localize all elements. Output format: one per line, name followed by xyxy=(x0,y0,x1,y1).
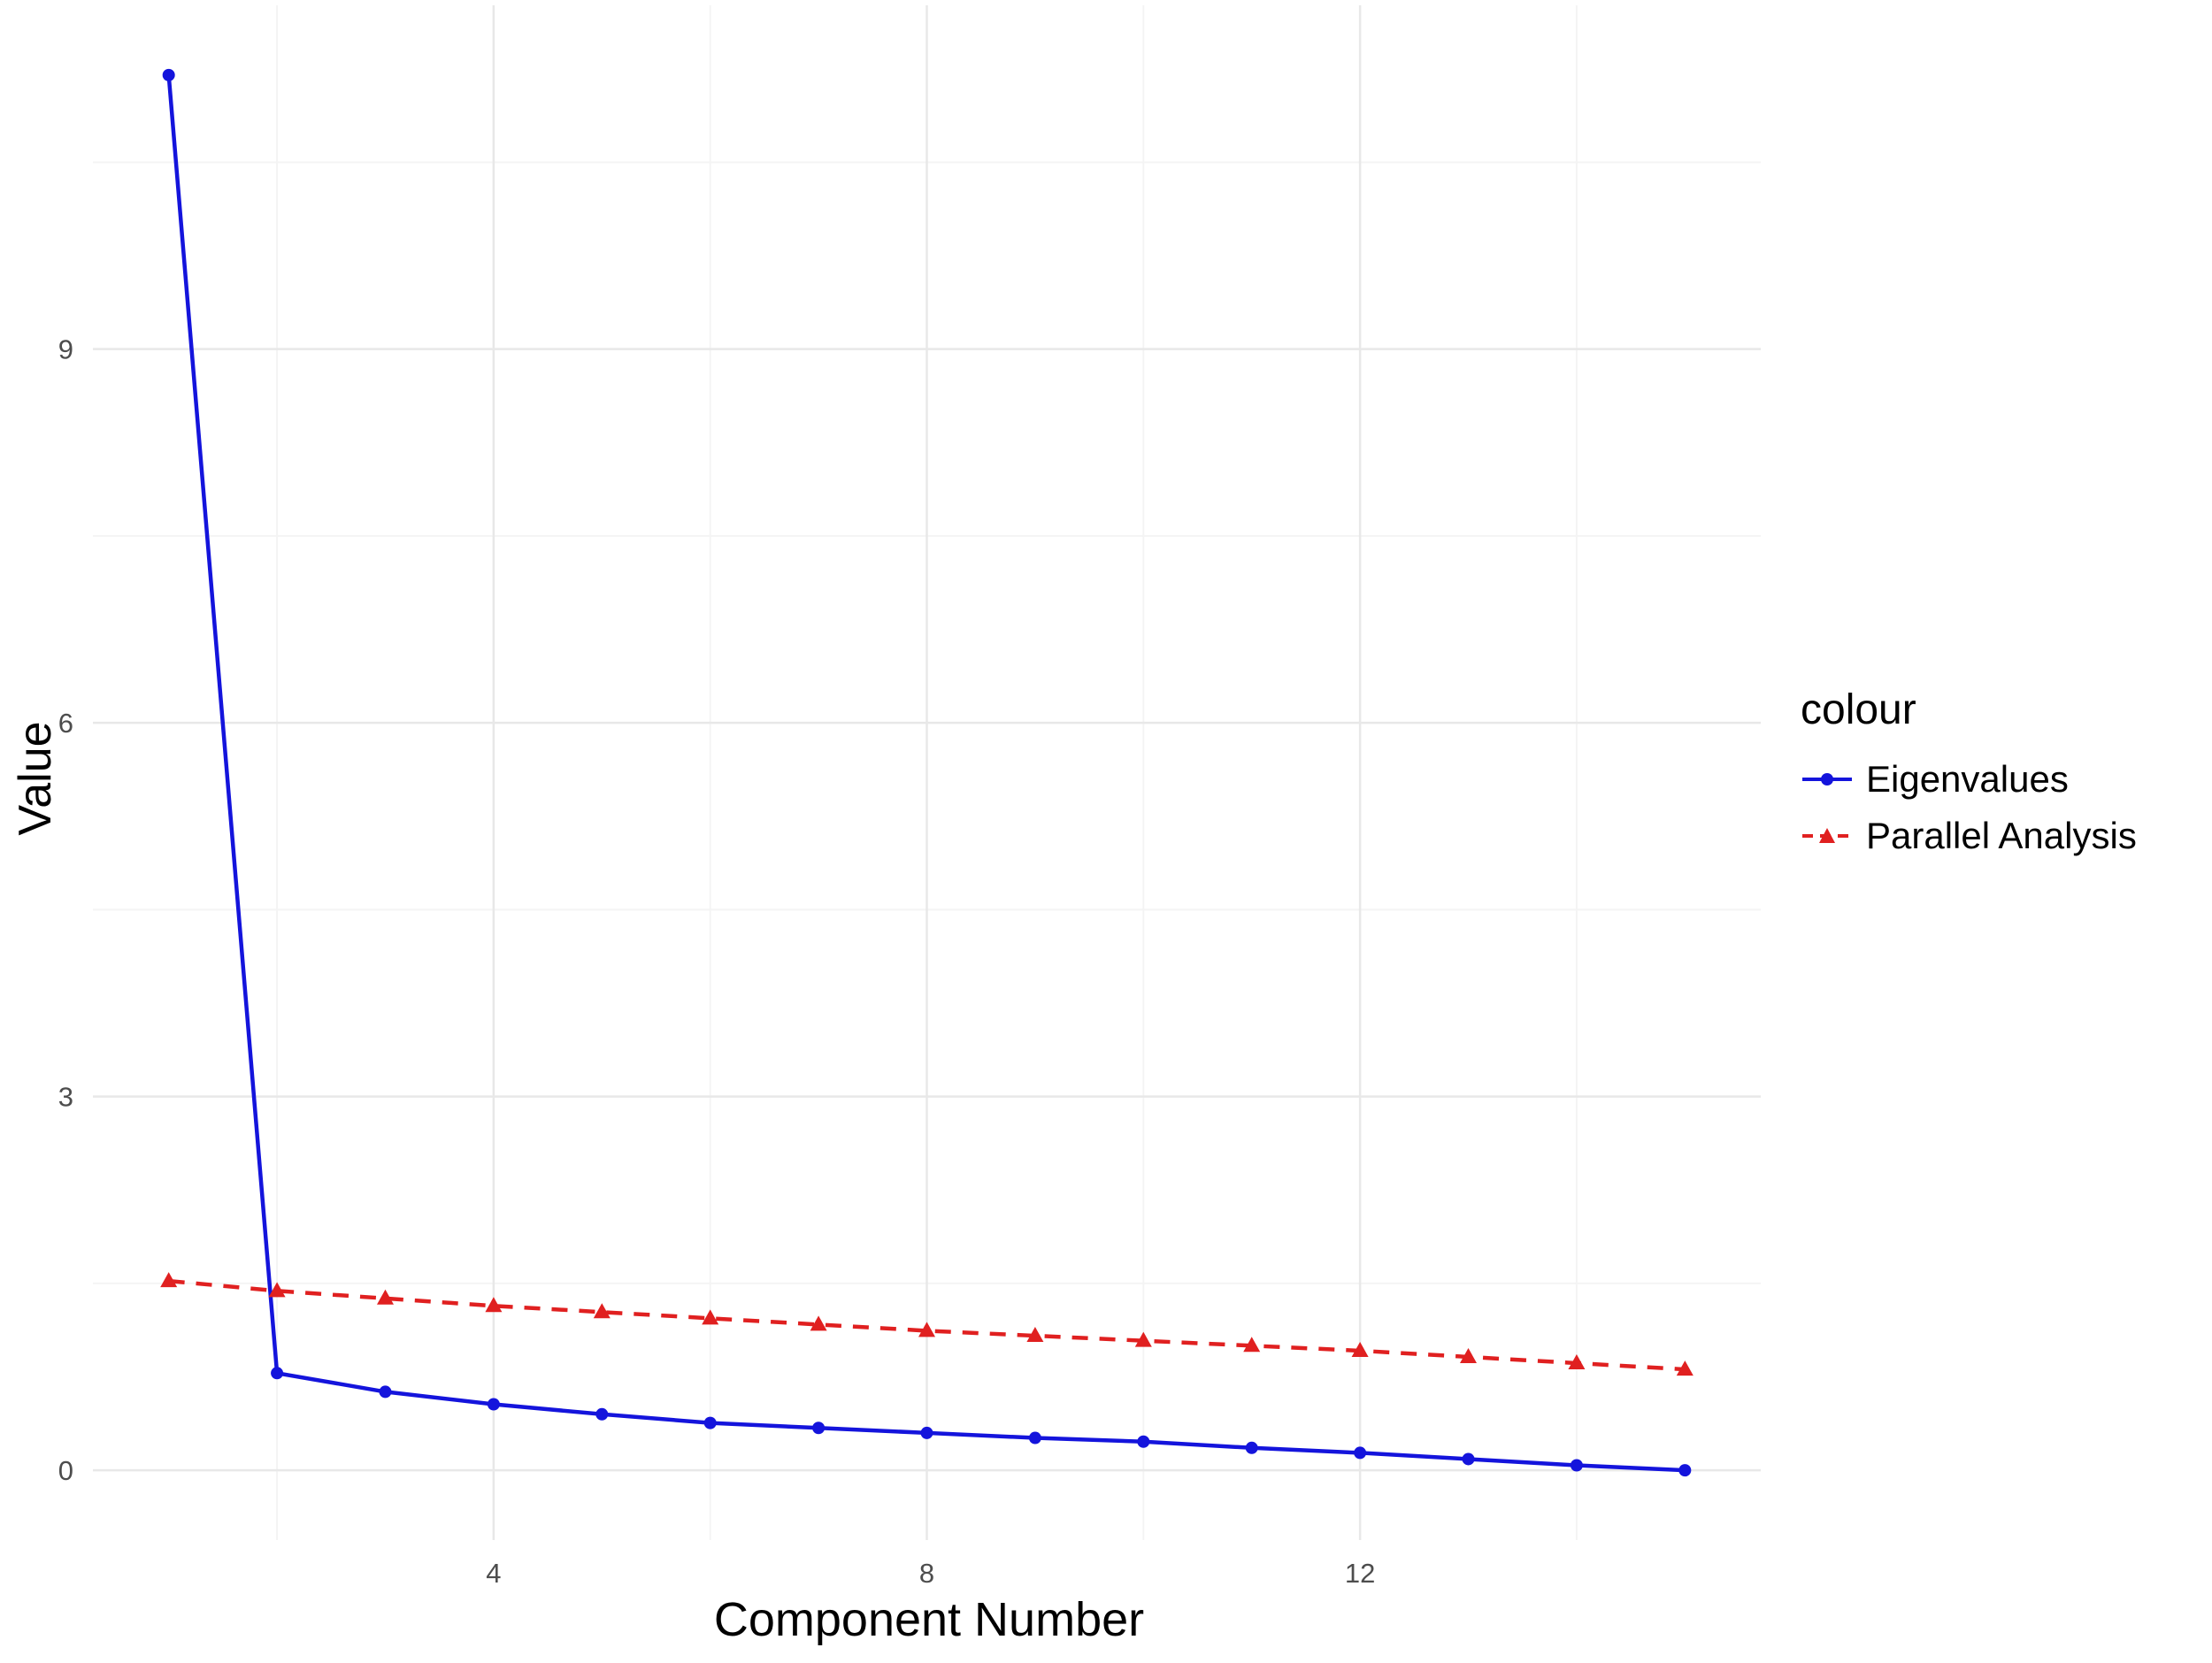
data-point-triangle xyxy=(593,1303,611,1319)
data-point-circle xyxy=(1137,1435,1150,1448)
legend-entry-parallel-analysis: Parallel Analysis xyxy=(1801,812,2137,860)
legend: colour Eigenvalues Parallel Analysis xyxy=(1801,686,2137,860)
data-point-triangle xyxy=(1351,1341,1369,1357)
y-tick-label: 9 xyxy=(58,334,73,365)
legend-title: colour xyxy=(1801,686,1916,733)
data-point-circle xyxy=(1028,1431,1041,1445)
data-point-triangle xyxy=(918,1322,935,1337)
legend-label-parallel-analysis: Parallel Analysis xyxy=(1866,815,2137,856)
x-tick-label: 4 xyxy=(486,1558,501,1589)
data-point-triangle xyxy=(1134,1331,1152,1347)
x-axis-title: Component Number xyxy=(713,1593,1145,1646)
x-tick-label: 12 xyxy=(1345,1558,1375,1589)
data-point-circle xyxy=(379,1385,392,1399)
data-point-triangle xyxy=(268,1282,286,1298)
y-tick-label: 6 xyxy=(58,708,73,739)
data-point-circle xyxy=(1354,1446,1367,1460)
data-point-circle xyxy=(1462,1452,1475,1466)
data-point-circle xyxy=(595,1407,609,1421)
data-point-triangle xyxy=(485,1297,503,1313)
y-tick-label: 0 xyxy=(58,1455,73,1486)
data-point-triangle xyxy=(1460,1347,1478,1363)
data-point-circle xyxy=(162,68,175,81)
legend-label-eigenvalues: Eigenvalues xyxy=(1866,758,2069,800)
data-point-triangle xyxy=(1568,1354,1586,1370)
data-point-circle xyxy=(487,1398,500,1411)
data-point-circle xyxy=(812,1422,826,1435)
data-point-circle xyxy=(703,1416,717,1429)
parallel-analysis-line-key-icon xyxy=(1802,828,1852,843)
x-tick-label: 8 xyxy=(919,1558,934,1589)
data-point-triangle xyxy=(1026,1327,1044,1343)
data-point-triangle xyxy=(810,1315,827,1331)
data-point-triangle xyxy=(1676,1360,1694,1376)
y-tick-label: 3 xyxy=(58,1082,73,1113)
data-point-circle xyxy=(271,1367,284,1380)
data-point-triangle xyxy=(376,1289,394,1305)
legend-entry-eigenvalues: Eigenvalues xyxy=(1801,755,2137,803)
data-point-circle xyxy=(1570,1459,1583,1472)
data-point-circle xyxy=(920,1426,933,1439)
data-point-circle xyxy=(1678,1464,1692,1477)
data-point-circle xyxy=(1245,1441,1258,1454)
y-axis-title: Value xyxy=(10,721,61,836)
series-line-parallel-analysis xyxy=(168,1278,1686,1372)
data-point-triangle xyxy=(1243,1337,1261,1353)
data-point-triangle xyxy=(160,1272,178,1288)
data-point-triangle xyxy=(702,1309,719,1325)
eigenvalues-line-key-icon xyxy=(1802,773,1852,786)
